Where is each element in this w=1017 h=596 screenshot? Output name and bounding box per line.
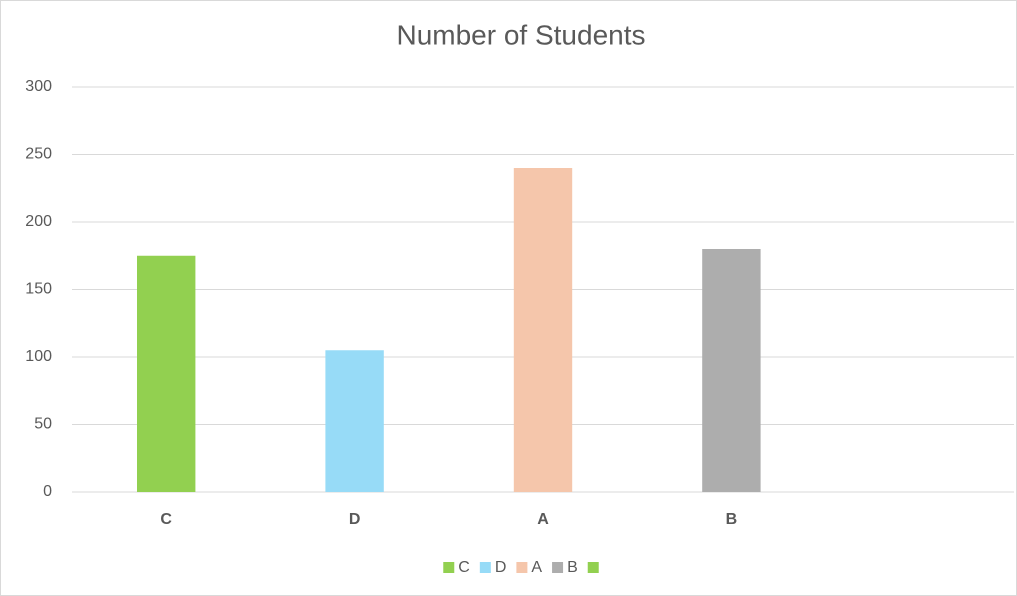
legend-swatch xyxy=(443,562,455,573)
y-tick-label: 200 xyxy=(25,213,52,230)
y-tick-label: 100 xyxy=(25,348,52,365)
bar xyxy=(702,249,761,492)
legend-label: A xyxy=(531,559,542,576)
legend-swatch xyxy=(479,562,491,573)
x-tick-label: D xyxy=(349,511,361,528)
bar xyxy=(325,350,384,492)
y-tick-label: 50 xyxy=(34,416,52,433)
bar xyxy=(513,168,573,492)
legend-swatch xyxy=(587,562,599,573)
x-tick-label: A xyxy=(537,511,549,528)
legend-swatch xyxy=(516,562,528,573)
x-tick-label: B xyxy=(726,511,738,528)
legend-label: B xyxy=(567,559,578,576)
bar xyxy=(136,255,196,492)
y-tick-label: 250 xyxy=(25,146,52,163)
x-tick-label: C xyxy=(160,511,172,528)
y-tick-label: 0 xyxy=(43,483,52,500)
y-tick-label: 150 xyxy=(25,281,52,298)
legend-label: C xyxy=(458,559,470,576)
legend-label: D xyxy=(495,559,507,576)
legend-swatch xyxy=(552,562,564,573)
y-tick-label: 300 xyxy=(25,78,52,95)
chart-title: Number of Students xyxy=(396,19,645,50)
